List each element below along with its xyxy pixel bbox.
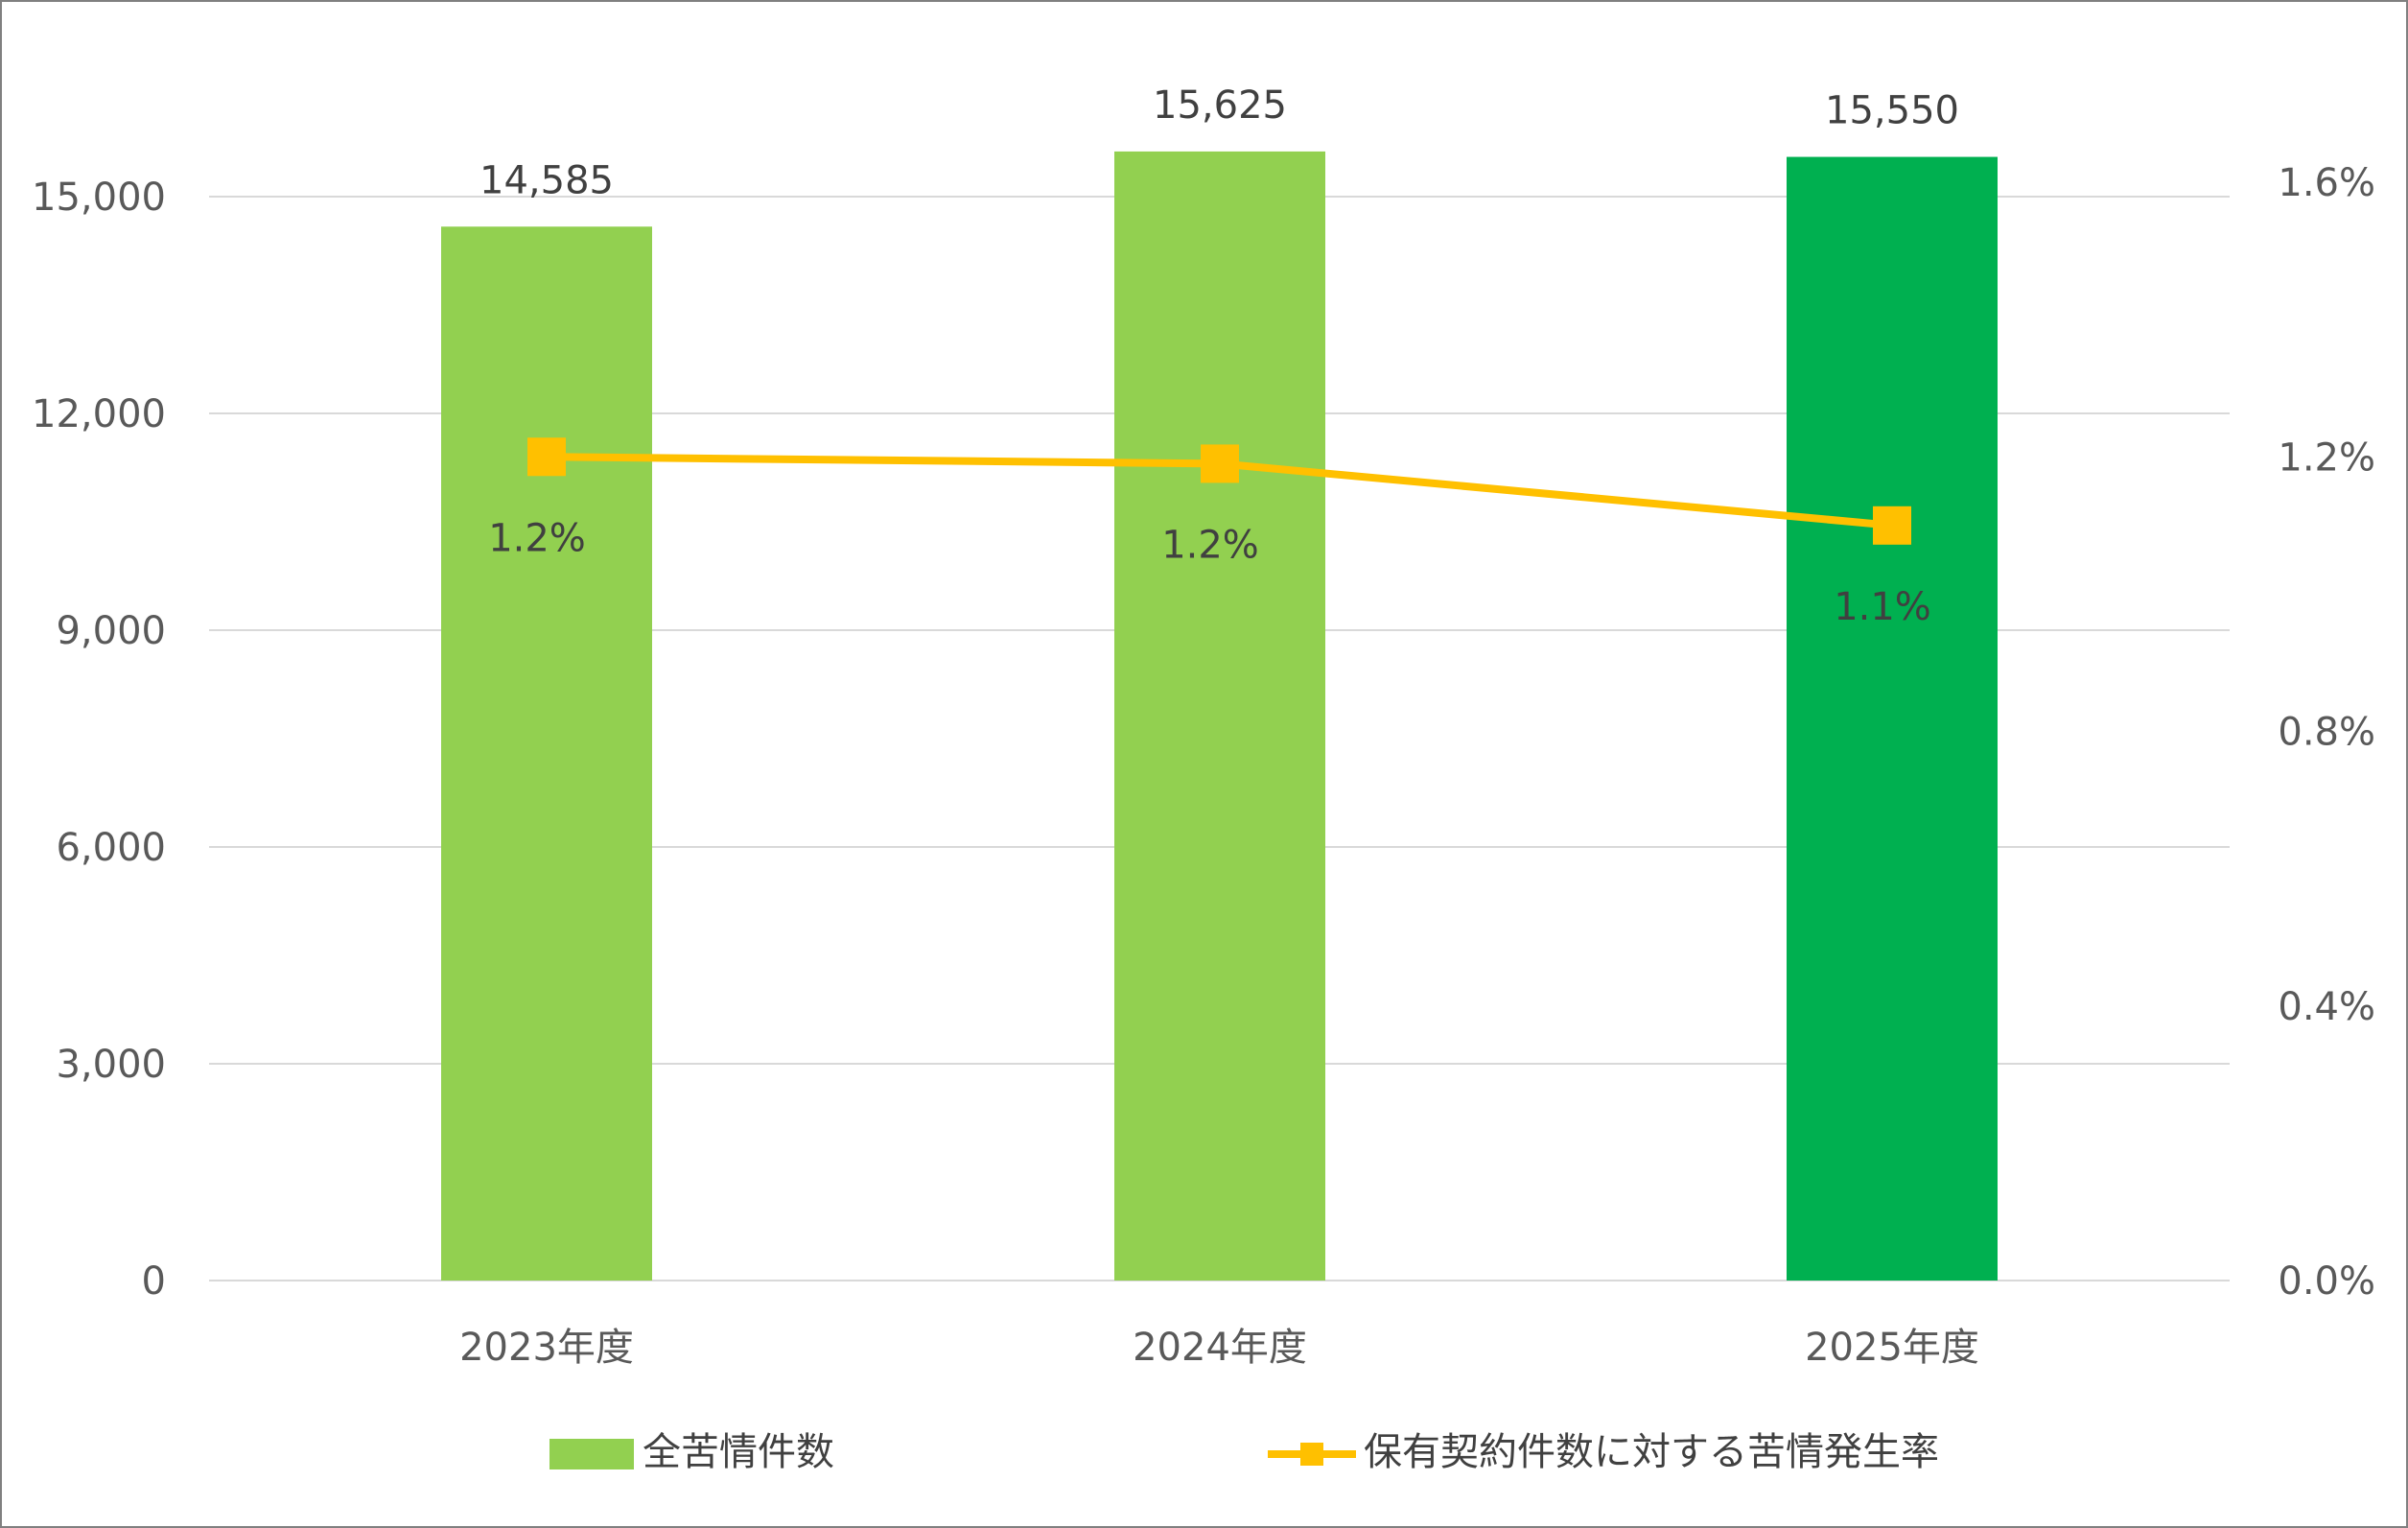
bar-data-label: 14,585 — [479, 158, 614, 202]
y-right-tick-label: 0.8% — [2278, 711, 2375, 755]
x-tick-label: 2025年度 — [1805, 1326, 1979, 1370]
bar-data-label: 15,550 — [1825, 89, 1959, 133]
y-right-tick-label: 1.6% — [2278, 161, 2375, 205]
rate-data-label: 1.2% — [488, 516, 586, 560]
y-left-tick-label: 3,000 — [56, 1043, 166, 1087]
bar — [441, 226, 652, 1281]
y-left-tick-label: 12,000 — [32, 392, 166, 436]
y-right-tick-label: 0.4% — [2278, 985, 2375, 1029]
legend-line-label: 保有契約件数に対する苦情発生率 — [1364, 1430, 1939, 1474]
y-left-tick-label: 15,000 — [32, 176, 166, 220]
legend-line-marker — [1300, 1443, 1323, 1466]
rate-marker — [527, 437, 566, 477]
bar-data-label: 15,625 — [1153, 83, 1287, 128]
y-right-tick-label: 0.0% — [2278, 1259, 2375, 1304]
rate-marker — [1873, 505, 1911, 545]
y-left-tick-label: 0 — [142, 1259, 166, 1304]
bar — [1787, 156, 1998, 1281]
rate-marker — [1201, 444, 1239, 483]
y-left-tick-label: 6,000 — [56, 826, 166, 870]
rate-data-label: 1.2% — [1161, 523, 1259, 567]
legend-bar-swatch — [549, 1439, 634, 1469]
y-left-tick-label: 9,000 — [56, 609, 166, 653]
x-tick-label: 2024年度 — [1133, 1326, 1307, 1370]
y-right-tick-label: 1.2% — [2278, 435, 2375, 480]
rate-data-label: 1.1% — [1834, 585, 1931, 629]
bar — [1114, 151, 1325, 1281]
x-tick-label: 2023年度 — [459, 1326, 634, 1370]
legend-bar-label: 全苦情件数 — [643, 1430, 834, 1474]
